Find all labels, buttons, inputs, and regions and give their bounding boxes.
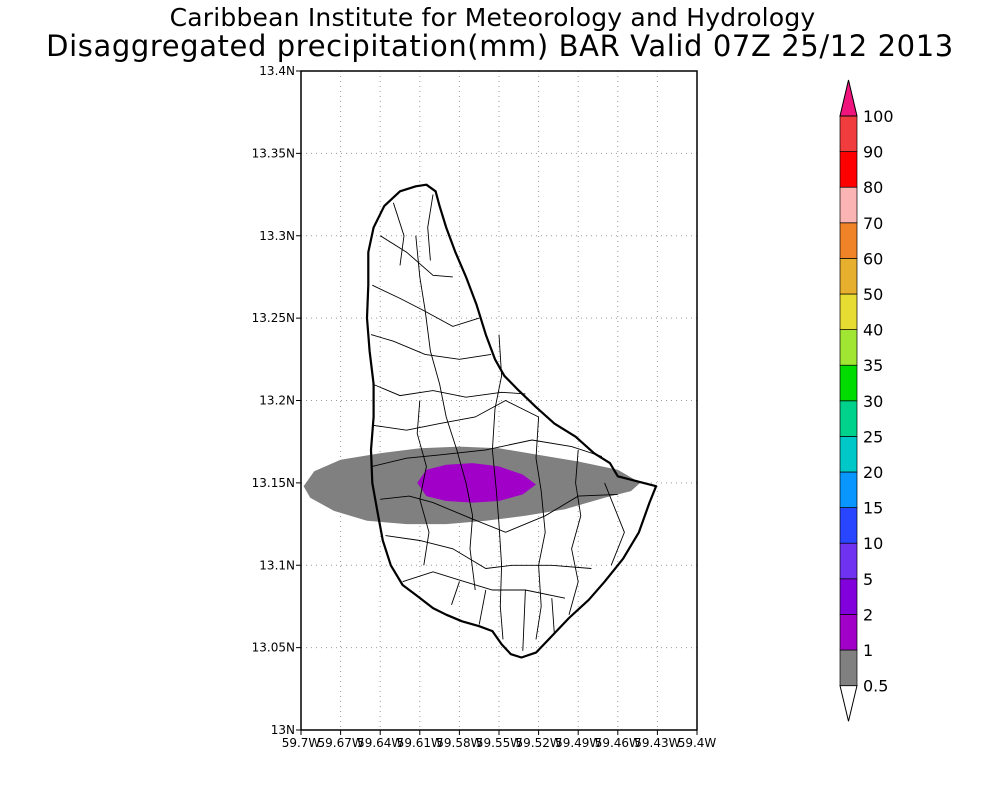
colorbar-label: 15 bbox=[863, 499, 883, 518]
lon-tick-label: 59.61W bbox=[397, 736, 443, 750]
colorbar-label: 30 bbox=[863, 392, 883, 411]
colorbar-label: 90 bbox=[863, 143, 883, 162]
lat-tick-label: 13N bbox=[271, 723, 295, 737]
boundary-line bbox=[372, 383, 526, 398]
colorbar-label: 40 bbox=[863, 321, 883, 340]
lon-tick-label: 59.64W bbox=[357, 736, 403, 750]
colorbar-swatch bbox=[839, 685, 858, 722]
colorbar-swatch bbox=[839, 614, 858, 651]
colorbar-label: 2 bbox=[863, 605, 873, 624]
lon-tick-label: 59.7W bbox=[282, 736, 321, 750]
colorbar-top-arrow bbox=[839, 79, 858, 117]
colorbar-label: 1 bbox=[863, 641, 873, 660]
boundary-line bbox=[402, 571, 566, 599]
colorbar-label: 20 bbox=[863, 463, 883, 482]
colorbar-swatch bbox=[839, 436, 858, 473]
lon-tick-label: 59.49W bbox=[555, 736, 601, 750]
colorbar-swatch bbox=[839, 258, 858, 295]
catchment-boundaries bbox=[370, 194, 625, 651]
colorbar-swatch bbox=[839, 222, 858, 259]
boundary-line bbox=[416, 400, 430, 566]
colorbar-label: 5 bbox=[863, 570, 873, 589]
lon-tick-label: 59.4W bbox=[678, 736, 717, 750]
map-grid bbox=[301, 71, 697, 730]
colorbar-swatch bbox=[839, 115, 858, 152]
precipitation-areas bbox=[303, 446, 641, 525]
lat-tick-label: 13.2N bbox=[259, 394, 295, 408]
lon-tick-label: 59.58W bbox=[436, 736, 482, 750]
boundary-line bbox=[451, 581, 460, 605]
precip-area-1 bbox=[417, 463, 536, 503]
lon-tick-label: 59.46W bbox=[595, 736, 641, 750]
colorbar-label: 80 bbox=[863, 178, 883, 197]
lat-tick-label: 13.3N bbox=[259, 229, 295, 243]
colorbar-label: 35 bbox=[863, 356, 883, 375]
colorbar-label: 100 bbox=[863, 107, 894, 126]
boundary-line bbox=[372, 399, 539, 431]
colorbar-label: 70 bbox=[863, 214, 883, 233]
lat-tick-label: 13.4N bbox=[259, 64, 295, 78]
lat-tick-label: 13.15N bbox=[252, 476, 295, 490]
lat-tick-label: 13.35N bbox=[252, 146, 295, 160]
lon-tick-label: 59.67W bbox=[317, 736, 363, 750]
lon-tick-label: 59.52W bbox=[515, 736, 561, 750]
coastline bbox=[365, 183, 658, 659]
colorbar-swatch bbox=[839, 151, 858, 188]
colorbar-swatch bbox=[839, 186, 858, 224]
colorbar-swatch bbox=[839, 471, 858, 508]
colorbar-swatch bbox=[839, 329, 858, 366]
boundary-line bbox=[372, 284, 480, 327]
colorbar-label: 60 bbox=[863, 249, 883, 268]
boundary-line bbox=[392, 202, 405, 266]
boundary-line bbox=[372, 439, 603, 467]
axis-ticks: 13N 13.05N 13.1N 13.15N 13.2N 13.25N 13.3N 13.3… bbox=[252, 64, 717, 750]
map-title: Disaggregated precipitation(mm) BAR Vali… bbox=[46, 29, 954, 63]
colorbar-swatch bbox=[839, 364, 858, 402]
boundary-line bbox=[380, 493, 618, 533]
colorbar-label: 50 bbox=[863, 285, 883, 304]
lon-tick-label: 59.43W bbox=[634, 736, 680, 750]
boundary-line bbox=[478, 589, 487, 625]
lon-tick-label: 59.55W bbox=[476, 736, 522, 750]
boundary-line bbox=[522, 589, 526, 651]
lat-tick-label: 13.1N bbox=[259, 558, 295, 572]
boundary-line bbox=[379, 235, 453, 278]
boundary-line bbox=[551, 598, 555, 635]
boundary-line bbox=[370, 334, 492, 360]
boundary-line bbox=[568, 449, 582, 615]
boundary-line bbox=[535, 416, 546, 640]
institute-title: Caribbean Institute for Meteorology and … bbox=[169, 3, 816, 32]
boundary-line bbox=[491, 334, 504, 640]
colorbar-swatch bbox=[839, 542, 858, 580]
colorbar-swatch bbox=[839, 578, 858, 615]
boundary-line bbox=[604, 482, 625, 566]
colorbar-swatch bbox=[839, 649, 858, 686]
boundary-line bbox=[415, 235, 476, 591]
lat-tick-label: 13.05N bbox=[252, 641, 295, 655]
colorbar-swatch bbox=[839, 293, 858, 330]
colorbar-label: 25 bbox=[863, 427, 883, 446]
boundary-line bbox=[385, 535, 592, 569]
colorbar-label: 0.5 bbox=[863, 677, 888, 696]
island-coastline bbox=[365, 183, 658, 659]
lat-tick-label: 13.25N bbox=[252, 311, 295, 325]
colorbar-swatch bbox=[839, 400, 858, 437]
colorbar-label: 10 bbox=[863, 534, 883, 553]
boundary-line bbox=[427, 194, 434, 261]
colorbar-swatch bbox=[839, 507, 858, 544]
